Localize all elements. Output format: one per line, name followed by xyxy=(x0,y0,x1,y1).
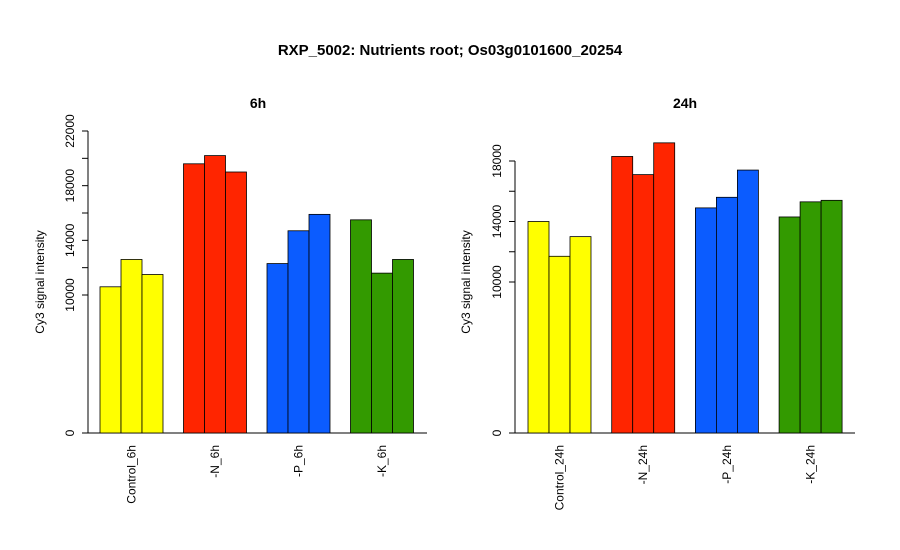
y-tick-label: 18000 xyxy=(490,144,504,178)
panel-6h: 6h Cy3 signal intensity 0 10000 14000 18000… xyxy=(33,95,427,504)
x-tick-label: -K_6h xyxy=(375,445,389,477)
x-tick-label: -P_6h xyxy=(292,445,306,477)
panel-title: 6h xyxy=(250,95,266,111)
y-axis: 0 10000 14000 18000 xyxy=(490,144,516,436)
panel-title: 24h xyxy=(673,95,697,111)
bar xyxy=(308,213,331,434)
y-tick-label: 0 xyxy=(490,429,504,436)
bar xyxy=(350,219,372,434)
bar xyxy=(611,156,634,434)
x-tick-label: -N_6h xyxy=(208,445,222,478)
y-axis-label: Cy3 signal intensity xyxy=(459,230,473,333)
bar xyxy=(120,259,143,434)
main-title: RXP_5002: Nutrients root; Os03g0101600_2… xyxy=(278,42,623,59)
bar xyxy=(392,259,414,434)
bar xyxy=(820,199,843,434)
x-tick-label: -P_24h xyxy=(720,445,734,484)
bar xyxy=(287,230,310,434)
x-tick-label: Control_6h xyxy=(125,445,139,504)
bar xyxy=(695,207,717,434)
y-tick-label: 10000 xyxy=(63,278,77,312)
bar xyxy=(799,201,822,434)
y-tick-label: 14000 xyxy=(490,204,504,238)
x-tick-label: -N_24h xyxy=(636,445,650,484)
y-tick-label: 18000 xyxy=(63,169,77,203)
bar xyxy=(371,272,393,434)
x-tick-label: -K_24h xyxy=(804,445,818,484)
bar xyxy=(527,221,550,434)
bar xyxy=(569,236,592,434)
y-tick-label: 14000 xyxy=(63,223,77,257)
bar xyxy=(183,163,205,434)
bar xyxy=(632,174,655,434)
bar-series xyxy=(515,142,855,434)
bar xyxy=(548,255,571,434)
y-tick-label: 22000 xyxy=(63,114,77,148)
y-axis-label: Cy3 signal intensity xyxy=(33,230,47,333)
x-axis-labels: Control_24h -N_24h -P_24h -K_24h xyxy=(553,445,818,510)
bar xyxy=(778,216,801,434)
bar xyxy=(99,286,122,434)
x-axis-labels: Control_6h -N_6h -P_6h -K_6h xyxy=(125,445,390,504)
bar xyxy=(225,171,247,434)
bar xyxy=(266,263,289,434)
bar xyxy=(716,196,738,434)
bar xyxy=(653,142,676,434)
x-tick-label: Control_24h xyxy=(553,445,567,510)
panel-24h: 24h Cy3 signal intensity 0 10000 14000 1800… xyxy=(459,95,855,510)
bar-series xyxy=(88,155,427,434)
y-tick-label: 10000 xyxy=(490,265,504,299)
bar xyxy=(204,155,226,434)
y-tick-label: 0 xyxy=(63,429,77,436)
y-axis: 0 10000 14000 18000 22000 xyxy=(63,114,89,436)
bar xyxy=(737,169,759,434)
bar xyxy=(141,274,164,434)
